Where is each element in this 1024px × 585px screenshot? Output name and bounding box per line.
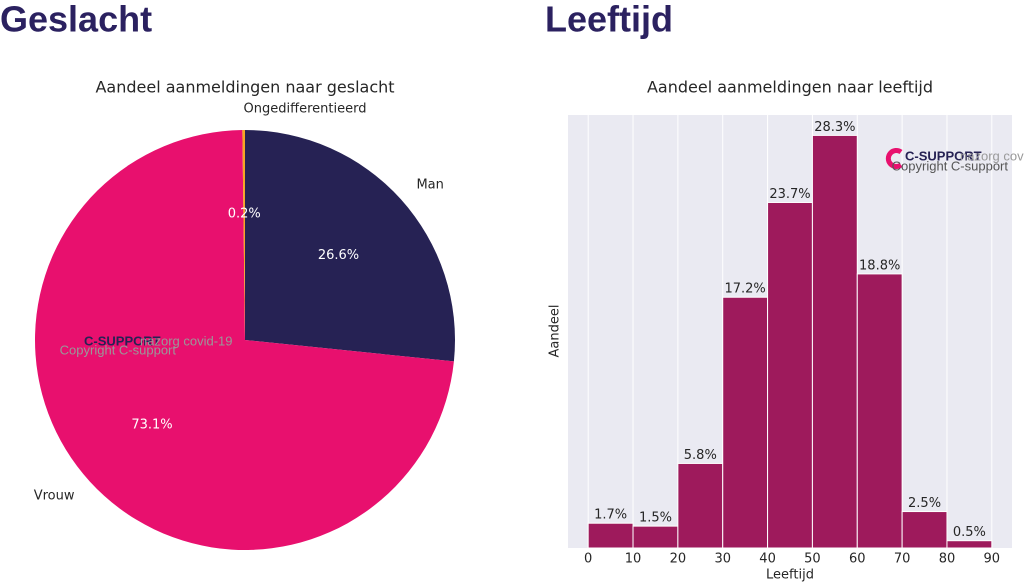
heading: Geslacht: [0, 0, 152, 40]
data-label: 18.8%: [859, 258, 900, 273]
chart-title: Aandeel aanmeldingen naar leeftijd: [647, 78, 933, 97]
bar: [767, 201, 813, 549]
x-tick-label: 50: [804, 552, 821, 567]
watermark-brand: C-SUPPORT: [905, 148, 982, 163]
chart-title: Aandeel aanmeldingen naar geslacht: [95, 78, 394, 97]
data-label: 1.5%: [639, 511, 672, 526]
data-label: 1.7%: [594, 508, 627, 523]
x-axis-label: Leeftijd: [766, 568, 814, 583]
watermark: C-SUPPORT nazorg covid-19 Copyright C-su…: [60, 332, 233, 357]
watermark-copyright: Copyright C-support: [892, 158, 1009, 173]
data-label: 0.2%: [228, 207, 261, 222]
data-label: 73.1%: [131, 418, 172, 433]
x-tick-label: 40: [759, 552, 776, 567]
slice-label: Vrouw: [34, 488, 75, 503]
watermark-tagline: nazorg covid-19: [140, 333, 233, 348]
bar: [722, 296, 769, 549]
data-label: 17.2%: [724, 282, 765, 297]
bar: [901, 511, 948, 549]
histogram: 0 10 20 30 40 50 60 70 80 90 1.7% 1.5% 5.8% 17.2% 23.7…: [584, 115, 1000, 567]
x-tick-label: 0: [584, 552, 592, 567]
data-label: 5.8%: [684, 448, 717, 463]
x-tick-label: 30: [714, 552, 731, 567]
x-tick-label: 20: [670, 552, 687, 567]
pie-slice: [245, 130, 455, 362]
bar: [587, 522, 634, 549]
data-label: 26.6%: [318, 248, 359, 263]
x-tick-label: 90: [984, 552, 1001, 567]
pie-slice: [35, 130, 454, 550]
data-label: 2.5%: [908, 496, 941, 511]
watermark-brand: C-SUPPORT: [84, 333, 161, 348]
x-tick-label: 70: [894, 552, 911, 567]
bar: [946, 540, 993, 549]
y-axis-label: Aandeel: [548, 305, 563, 358]
x-tick-label: 80: [939, 552, 956, 567]
bar: [677, 462, 724, 549]
data-label: 0.5%: [953, 525, 986, 540]
watermark-copyright: Copyright C-support: [60, 342, 177, 357]
bar: [856, 273, 903, 549]
heading: Leeftijd: [545, 0, 673, 40]
bar: [811, 134, 858, 549]
watermark-tagline: nazorg covid-19: [960, 148, 1024, 163]
logo: [62, 332, 82, 356]
data-label: 23.7%: [769, 187, 810, 202]
x-tick-label: 10: [625, 552, 642, 567]
pie-slice: [242, 130, 245, 340]
watermark: C-SUPPORT nazorg covid-19 Copyright C-su…: [885, 148, 1024, 173]
slice-label: Man: [416, 178, 443, 193]
data-label: 28.3%: [814, 120, 855, 135]
bar: [632, 525, 679, 549]
logo: [885, 148, 903, 169]
pie: Man 26.6% Vrouw 73.1% Ongedifferentieerd 0.2%: [34, 102, 455, 550]
x-tick-label: 60: [849, 552, 866, 567]
slice-label: Ongedifferentieerd: [244, 102, 367, 117]
